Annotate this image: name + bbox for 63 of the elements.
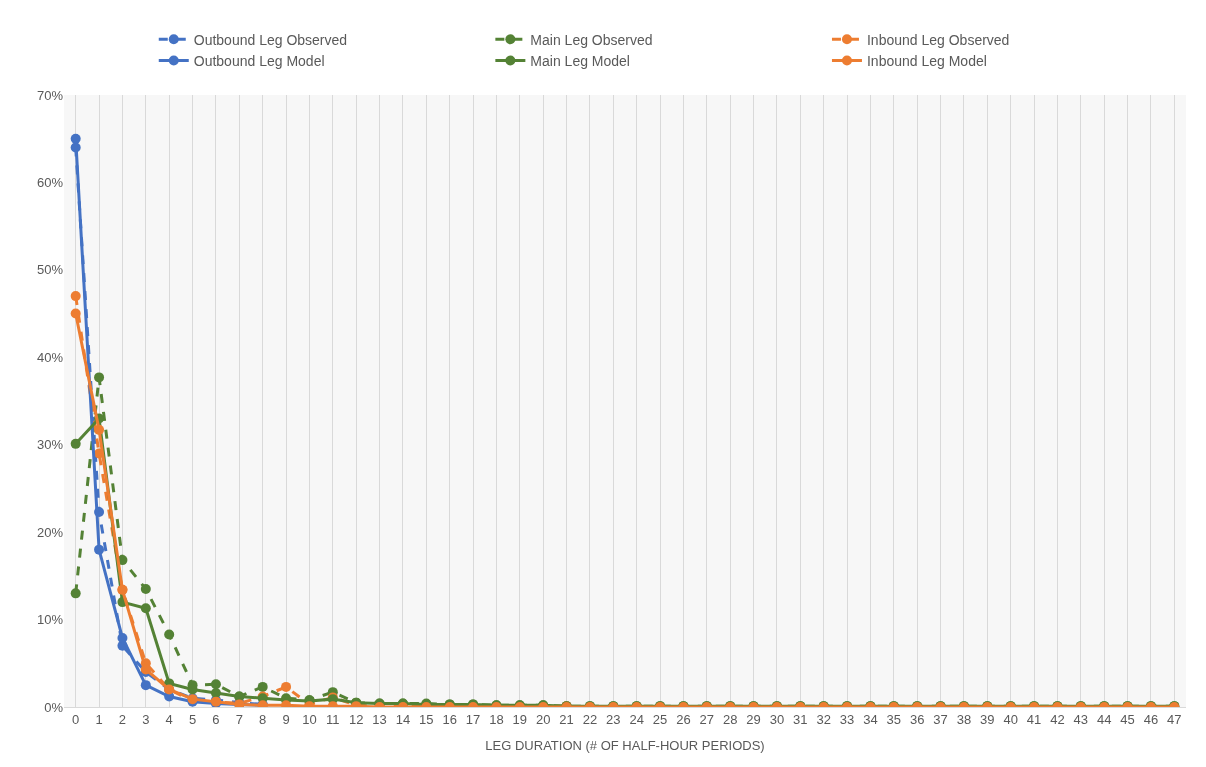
- x-tick-label: 39: [980, 711, 995, 727]
- x-axis-title: LEG DURATION (# OF HALF-HOUR PERIODS): [485, 738, 765, 754]
- x-tick-label: 44: [1096, 711, 1112, 727]
- x-tick-label: 43: [1073, 711, 1089, 727]
- x-tick-label: 2: [118, 711, 127, 727]
- x-tick-label: 8: [259, 711, 267, 727]
- x-tick-label: 18: [489, 711, 504, 727]
- x-tick-label: 42: [1050, 711, 1065, 727]
- x-tick-label: 3: [142, 711, 150, 727]
- x-tick-label: 33: [839, 711, 855, 727]
- x-tick-label: 6: [212, 711, 220, 727]
- x-tick-label: 37: [933, 711, 948, 727]
- y-tick-label: 50%: [36, 262, 64, 278]
- y-tick-label: 60%: [36, 174, 64, 190]
- y-tick-label: 10%: [36, 612, 64, 628]
- x-tick-label: 40: [1003, 711, 1018, 727]
- x-tick-label: 27: [699, 711, 715, 727]
- legend-label: Inbound Leg Model: [866, 52, 987, 69]
- x-tick-label: 19: [512, 711, 528, 727]
- legend-label: Outbound Leg Observed: [193, 31, 348, 48]
- x-tick-label: 34: [863, 711, 878, 727]
- x-tick-label: 1: [95, 711, 103, 727]
- x-tick-label: 28: [722, 711, 738, 727]
- legend-label: Main Leg Observed: [530, 31, 653, 48]
- x-tick-label: 9: [282, 711, 290, 727]
- x-tick-label: 31: [793, 711, 808, 727]
- y-tick-label: 40%: [36, 349, 64, 365]
- x-tick-label: 26: [676, 711, 691, 727]
- x-tick-label: 4: [165, 711, 173, 727]
- y-tick-label: 30%: [36, 437, 64, 453]
- x-tick-label: 36: [909, 711, 925, 727]
- x-tick-label: 20: [535, 711, 551, 727]
- x-tick-label: 15: [419, 711, 434, 727]
- x-tick-label: 10: [302, 711, 317, 727]
- x-tick-label: 17: [465, 711, 481, 727]
- x-tick-label: 22: [582, 711, 598, 727]
- x-tick-label: 13: [372, 711, 387, 727]
- legend-label: Main Leg Model: [530, 52, 630, 69]
- x-tick-label: 24: [629, 711, 644, 727]
- x-tick-label: 41: [1026, 711, 1042, 727]
- x-tick-label: 5: [188, 711, 197, 727]
- x-tick-label: 35: [886, 711, 902, 727]
- x-tick-label: 21: [559, 711, 574, 727]
- x-tick-label: 29: [746, 711, 761, 727]
- x-tick-label: 23: [606, 711, 621, 727]
- legend-label: Inbound Leg Observed: [866, 31, 1010, 48]
- x-tick-label: 46: [1143, 711, 1159, 727]
- y-tick-label: 0%: [44, 699, 64, 715]
- y-tick-label: 70%: [36, 87, 64, 103]
- y-tick-label: 20%: [36, 524, 64, 540]
- x-tick-label: 16: [442, 711, 457, 727]
- x-tick-label: 7: [235, 711, 243, 727]
- x-tick-label: 32: [816, 711, 831, 727]
- x-tick-label: 0: [72, 711, 80, 727]
- x-tick-label: 12: [348, 711, 364, 727]
- x-tick-label: 25: [652, 711, 668, 727]
- x-tick-label: 11: [326, 711, 340, 727]
- legend-label: Outbound Leg Model: [193, 52, 325, 69]
- x-tick-label: 47: [1167, 711, 1182, 727]
- x-tick-label: 14: [395, 711, 411, 727]
- x-tick-label: 38: [956, 711, 972, 727]
- x-tick-label: 45: [1120, 711, 1135, 727]
- x-tick-label: 30: [769, 711, 785, 727]
